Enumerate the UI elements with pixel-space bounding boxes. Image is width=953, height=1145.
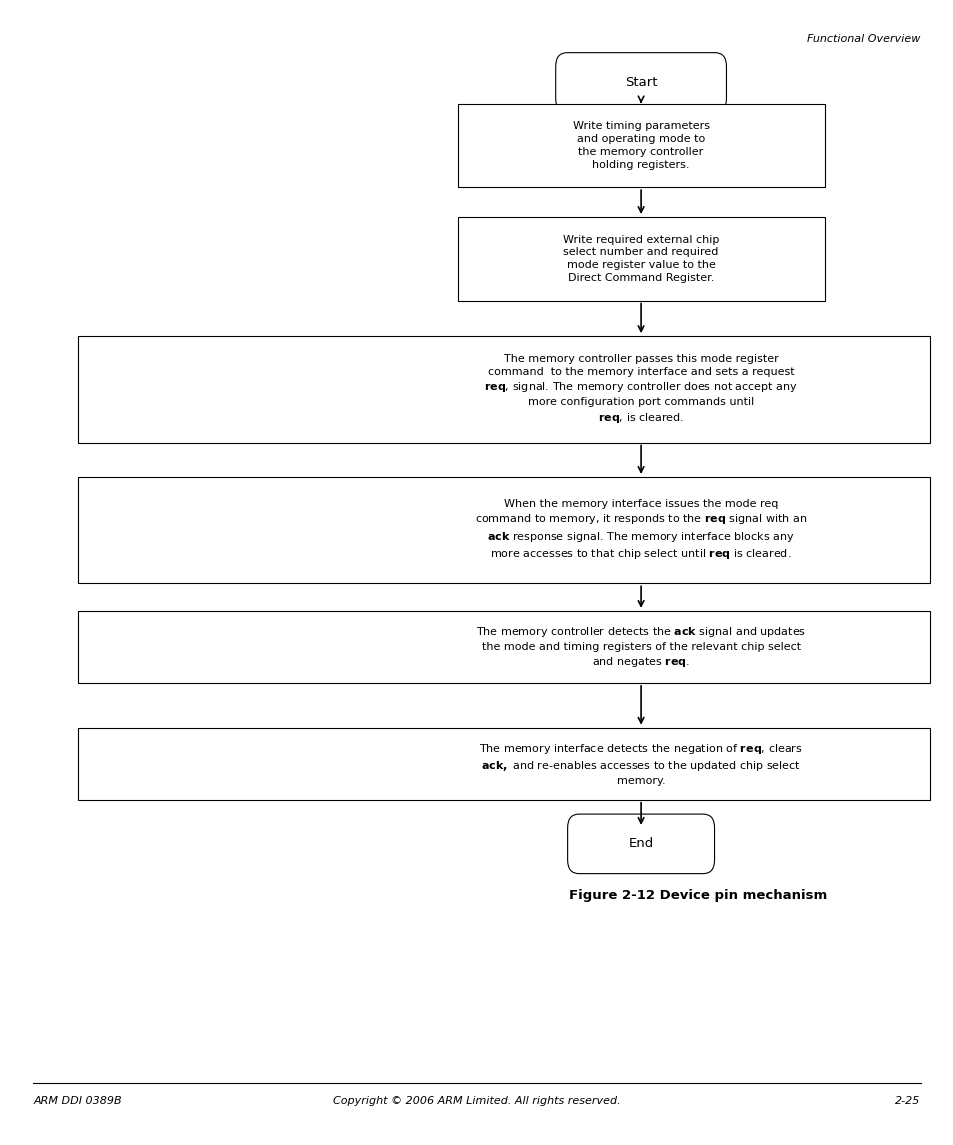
Bar	[78, 611, 929, 682]
Text: When the memory interface issues the mode req
command to memory, it responds to : When the memory interface issues the mod…	[475, 499, 806, 561]
Text: Write timing parameters
and operating mode to
the memory controller
holding regi: Write timing parameters and operating mo…	[572, 121, 709, 169]
Bar	[457, 218, 824, 300]
Text: The memory controller passes this mode register
command  to the memory interface: The memory controller passes this mode r…	[483, 354, 798, 425]
Text: The memory interface detects the negation of $\bf{req}$, clears
$\bf{ack,}$ and : The memory interface detects the negatio…	[478, 742, 802, 785]
Text: Start: Start	[624, 76, 657, 89]
Text: Figure 2-12 Device pin mechanism: Figure 2-12 Device pin mechanism	[569, 889, 826, 902]
FancyBboxPatch shape	[567, 814, 714, 874]
Text: End: End	[628, 837, 653, 851]
Bar	[78, 728, 929, 799]
Text: The memory controller detects the $\bf{ack}$ signal and updates
the mode and tim: The memory controller detects the $\bf{a…	[476, 625, 805, 669]
Text: Copyright © 2006 ARM Limited. All rights reserved.: Copyright © 2006 ARM Limited. All rights…	[333, 1097, 620, 1106]
Bar	[78, 476, 929, 583]
FancyBboxPatch shape	[555, 53, 726, 112]
Bar	[78, 335, 929, 442]
Text: Functional Overview: Functional Overview	[806, 34, 920, 44]
Text: Write required external chip
select number and required
mode register value to t: Write required external chip select numb…	[562, 235, 719, 283]
Text: 2-25: 2-25	[894, 1097, 920, 1106]
Text: ARM DDI 0389B: ARM DDI 0389B	[33, 1097, 122, 1106]
Bar	[457, 103, 824, 187]
